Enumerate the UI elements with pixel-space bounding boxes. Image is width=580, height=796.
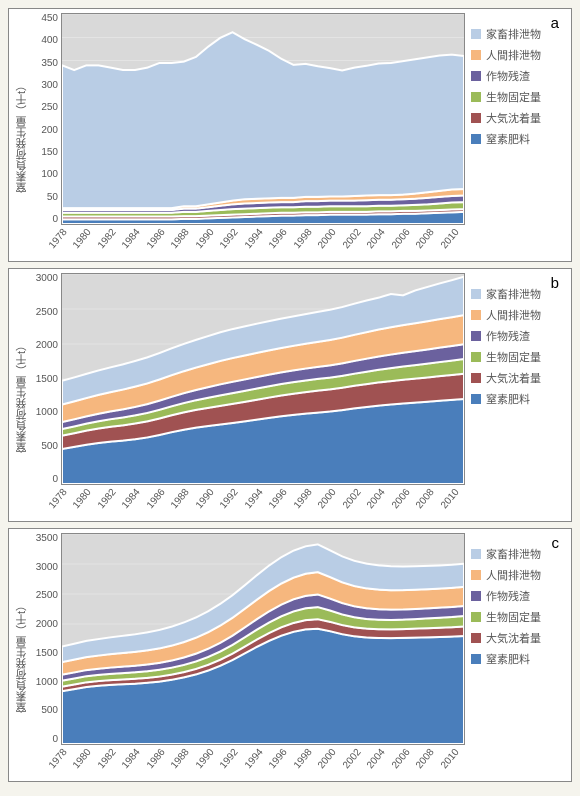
legend-label: 生物固定量 <box>486 89 541 105</box>
legend-item-fertilizer: 窒素肥料 <box>471 651 565 667</box>
legend-item-residue: 作物残渣 <box>471 588 565 604</box>
legend: 家畜排泄物人間排泄物作物残渣生物固定量大気沈着量窒素肥料 <box>465 13 565 225</box>
chart-panel-b: b 窒素負荷発生量（千t）300025002000150010005000 家畜排泄… <box>8 268 572 522</box>
legend-label: 人間排泄物 <box>486 307 541 323</box>
legend-label: 生物固定量 <box>486 609 541 625</box>
y-axis-title: 窒素負荷発生量（千t） <box>13 533 31 779</box>
legend-swatch <box>471 373 481 383</box>
series-livestock <box>62 32 464 208</box>
legend-item-deposition: 大気沈着量 <box>471 630 565 646</box>
panel-label: b <box>551 275 559 292</box>
legend-label: 窒素肥料 <box>486 131 530 147</box>
legend-item-fixation: 生物固定量 <box>471 349 565 365</box>
legend-item-fertilizer: 窒素肥料 <box>471 391 565 407</box>
legend-item-residue: 作物残渣 <box>471 68 565 84</box>
x-tick-labels: 1978198019821984198619881990199219941996… <box>61 745 465 779</box>
legend-swatch <box>471 134 481 144</box>
legend-swatch <box>471 612 481 622</box>
legend-label: 家畜排泄物 <box>486 286 541 302</box>
legend-item-fertilizer: 窒素肥料 <box>471 131 565 147</box>
legend-label: 大気沈着量 <box>486 630 541 646</box>
legend-label: 家畜排泄物 <box>486 546 541 562</box>
legend-swatch <box>471 92 481 102</box>
legend-item-human: 人間排泄物 <box>471 47 565 63</box>
chart-panel-a: a 窒素負荷発生量（千t）450400350300250200150100500 家… <box>8 8 572 262</box>
legend: 家畜排泄物人間排泄物作物残渣生物固定量大気沈着量窒素肥料 <box>465 273 565 485</box>
legend-label: 人間排泄物 <box>486 47 541 63</box>
x-tick-labels: 1978198019821984198619881990199219941996… <box>61 485 465 519</box>
legend-swatch <box>471 331 481 341</box>
legend-swatch <box>471 29 481 39</box>
legend-item-fixation: 生物固定量 <box>471 609 565 625</box>
legend-label: 家畜排泄物 <box>486 26 541 42</box>
legend: 家畜排泄物人間排泄物作物残渣生物固定量大気沈着量窒素肥料 <box>465 533 565 745</box>
legend-swatch <box>471 549 481 559</box>
legend-item-deposition: 大気沈着量 <box>471 110 565 126</box>
legend-swatch <box>471 591 481 601</box>
legend-swatch <box>471 352 481 362</box>
y-axis-title: 窒素負荷発生量（千t） <box>13 273 31 519</box>
legend-label: 作物残渣 <box>486 68 530 84</box>
legend-label: 窒素肥料 <box>486 391 530 407</box>
legend-item-human: 人間排泄物 <box>471 567 565 583</box>
panel-label: c <box>552 535 560 552</box>
legend-label: 作物残渣 <box>486 328 530 344</box>
y-tick-labels: 3500300025002000150010005000 <box>31 533 61 745</box>
legend-swatch <box>471 654 481 664</box>
plot-area <box>61 273 465 485</box>
legend-label: 生物固定量 <box>486 349 541 365</box>
legend-swatch <box>471 394 481 404</box>
legend-swatch <box>471 71 481 81</box>
y-tick-labels: 450400350300250200150100500 <box>31 13 61 225</box>
legend-label: 作物残渣 <box>486 588 530 604</box>
legend-label: 窒素肥料 <box>486 651 530 667</box>
legend-label: 人間排泄物 <box>486 567 541 583</box>
legend-swatch <box>471 50 481 60</box>
legend-swatch <box>471 570 481 580</box>
chart-panel-c: c 窒素負荷発生量（千t）3500300025002000150010005000… <box>8 528 572 782</box>
legend-swatch <box>471 310 481 320</box>
y-tick-labels: 300025002000150010005000 <box>31 273 61 485</box>
panel-label: a <box>551 15 559 32</box>
x-tick-labels: 1978198019821984198619881990199219941996… <box>61 225 465 259</box>
y-axis-title: 窒素負荷発生量（千t） <box>13 13 31 259</box>
legend-label: 大気沈着量 <box>486 370 541 386</box>
plot-area <box>61 533 465 745</box>
plot-area <box>61 13 465 225</box>
legend-item-residue: 作物残渣 <box>471 328 565 344</box>
legend-swatch <box>471 633 481 643</box>
legend-label: 大気沈着量 <box>486 110 541 126</box>
legend-swatch <box>471 113 481 123</box>
legend-item-deposition: 大気沈着量 <box>471 370 565 386</box>
legend-item-fixation: 生物固定量 <box>471 89 565 105</box>
legend-swatch <box>471 289 481 299</box>
legend-item-human: 人間排泄物 <box>471 307 565 323</box>
